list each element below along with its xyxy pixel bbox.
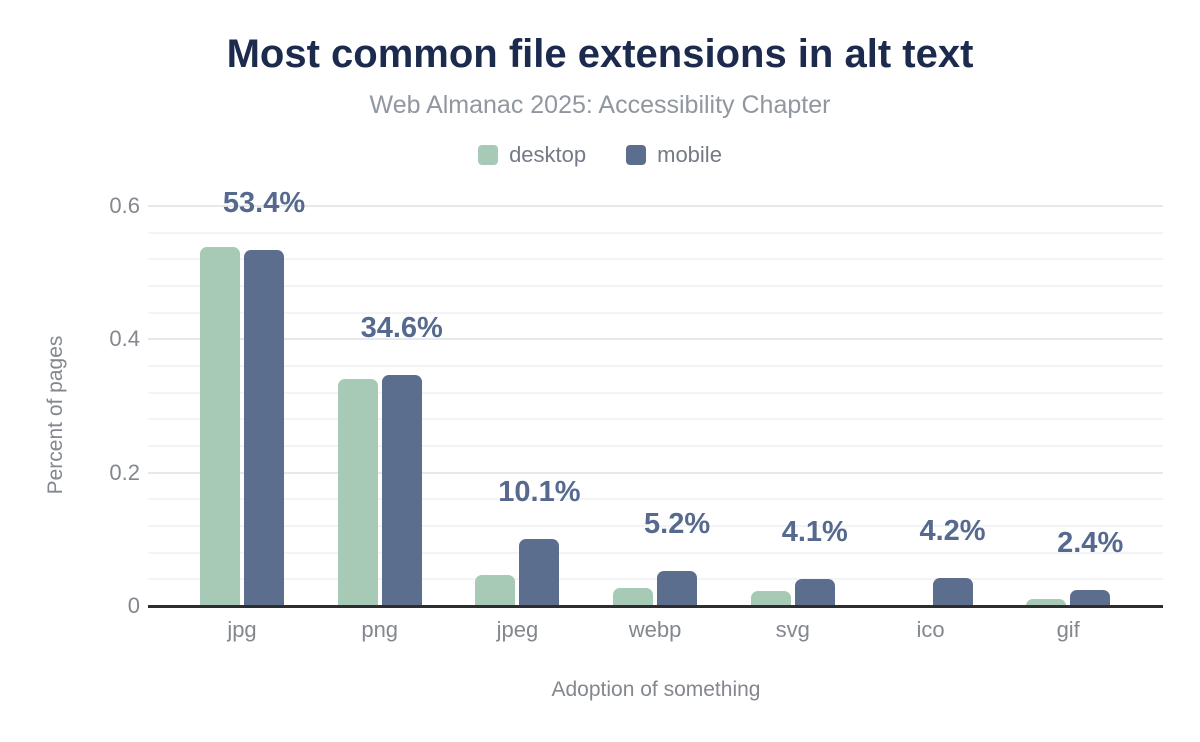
chart-legend: desktop mobile: [0, 142, 1200, 168]
bar-desktop-jpeg: [475, 574, 516, 606]
x-tick-jpeg: jpeg: [496, 617, 539, 642]
bar-mobile-ico: [932, 577, 973, 606]
bar-desktop-png: [337, 379, 378, 606]
value-label-ico: 4.2%: [919, 515, 986, 547]
x-tick-gif: gif: [1056, 617, 1080, 642]
y-axis-title: Percent of pages: [44, 335, 67, 495]
chart-subtitle: Web Almanac 2025: Accessibility Chapter: [369, 91, 831, 119]
gridline: [148, 444, 1163, 447]
x-tick-svg: svg: [775, 617, 810, 642]
chart-title: Most common file extensions in alt text: [226, 32, 974, 76]
bar-mobile-png: [381, 375, 422, 606]
x-tick-png: png: [361, 617, 399, 642]
gridline: [148, 551, 1163, 554]
bar-desktop-gif: [1026, 598, 1067, 606]
bar-mobile-webp: [657, 571, 698, 606]
value-label-jpg: 53.4%: [222, 187, 306, 219]
legend-label-desktop: desktop: [509, 142, 587, 167]
value-label-jpeg: 10.1%: [498, 475, 581, 508]
legend-item-desktop[interactable]: desktop: [478, 142, 586, 168]
bar-mobile-svg: [794, 578, 835, 606]
legend-swatch-desktop-icon: [478, 145, 499, 165]
bar-desktop-svg: [750, 590, 791, 606]
gridline: [148, 204, 1163, 207]
x-axis-line: [148, 605, 1163, 608]
y-tick-0.2: 0.2: [109, 459, 140, 485]
y-tick-0: 0: [127, 593, 140, 618]
gridline: [148, 338, 1163, 341]
bar-desktop-webp: [613, 587, 654, 606]
bar-desktop-jpg: [200, 247, 240, 606]
y-tick-0.6: 0.6: [109, 192, 140, 218]
gridline: [148, 231, 1163, 234]
x-tick-ico: ico: [916, 617, 945, 642]
gridline: [148, 284, 1163, 287]
gridline: [148, 498, 1163, 501]
value-label-gif: 2.4%: [1057, 527, 1124, 559]
x-axis-title: Adoption of something: [551, 678, 761, 701]
bar-mobile-jpg: [244, 249, 284, 606]
bar-mobile-jpeg: [519, 538, 560, 606]
value-label-png: 34.6%: [360, 312, 443, 345]
gridline: [148, 311, 1163, 314]
legend-label-mobile: mobile: [657, 142, 722, 167]
value-label-svg: 4.1%: [781, 515, 848, 548]
y-tick-0.4: 0.4: [109, 326, 140, 352]
gridline: [148, 418, 1163, 421]
gridline: [148, 524, 1163, 527]
x-tick-webp: webp: [628, 617, 682, 642]
gridline: [148, 391, 1163, 394]
gridline: [148, 364, 1163, 367]
gridline: [148, 578, 1163, 581]
legend-swatch-mobile-icon: [626, 145, 647, 165]
bar-mobile-gif: [1070, 589, 1111, 606]
value-label-webp: 5.2%: [644, 508, 711, 541]
legend-item-mobile[interactable]: mobile: [626, 142, 722, 168]
x-tick-jpg: jpg: [227, 617, 257, 642]
gridline: [148, 471, 1163, 474]
gridline: [148, 258, 1163, 261]
